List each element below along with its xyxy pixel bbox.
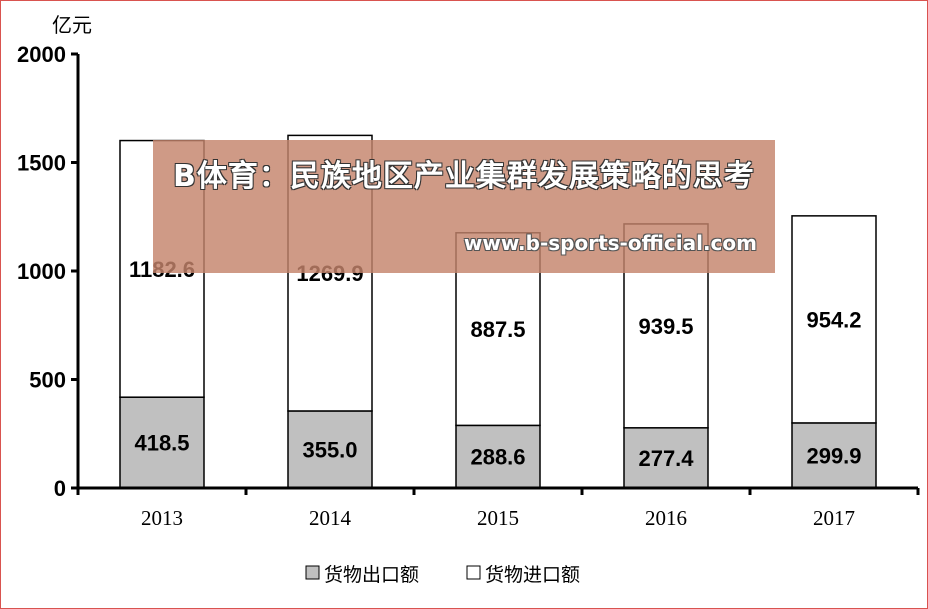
legend-swatch-export (305, 565, 320, 580)
x-tick-label: 2016 (645, 506, 687, 530)
bar-import-2017 (791, 215, 877, 424)
legend-label-import: 货物进口额 (485, 564, 580, 586)
data-label-export: 418.5 (134, 431, 189, 456)
x-tick-label: 2014 (309, 506, 352, 530)
data-label-export: 288.6 (470, 445, 525, 470)
bar-export-2017 (791, 422, 877, 489)
axes-group: 0 500 1000 1500 2000 2013 2014 2015 2016 2017 (17, 42, 920, 530)
watermark-url: www.b-sports-official.com (463, 231, 757, 255)
y-tick-label: 0 (54, 476, 66, 501)
bar-export-2016 (623, 427, 709, 489)
y-tick-label: 1000 (17, 259, 66, 284)
x-tick-label: 2013 (141, 506, 183, 530)
y-tick-label: 2000 (17, 42, 66, 67)
y-tick-label: 500 (29, 368, 66, 393)
x-tick-label: 2017 (813, 506, 855, 530)
legend: 货物出口额 货物进口额 (305, 564, 580, 586)
x-tick-label: 2015 (477, 506, 519, 530)
data-label-export: 299.9 (806, 443, 861, 468)
unit-label: 亿元 (52, 13, 92, 37)
watermark-banner: B体育：民族地区产业集群发展策略的思考 www.b-sports-officia… (153, 140, 775, 273)
data-label-export: 355.0 (302, 437, 357, 462)
legend-swatch-import (466, 565, 481, 580)
watermark-title: B体育：民族地区产业集群发展策略的思考 (173, 159, 755, 194)
y-tick-label: 1500 (17, 151, 66, 176)
data-label-import: 939.5 (638, 314, 693, 339)
data-label-export: 277.4 (638, 446, 694, 471)
data-label-import: 887.5 (470, 317, 525, 342)
data-label-import: 954.2 (806, 307, 861, 332)
legend-label-export: 货物出口额 (324, 564, 419, 586)
